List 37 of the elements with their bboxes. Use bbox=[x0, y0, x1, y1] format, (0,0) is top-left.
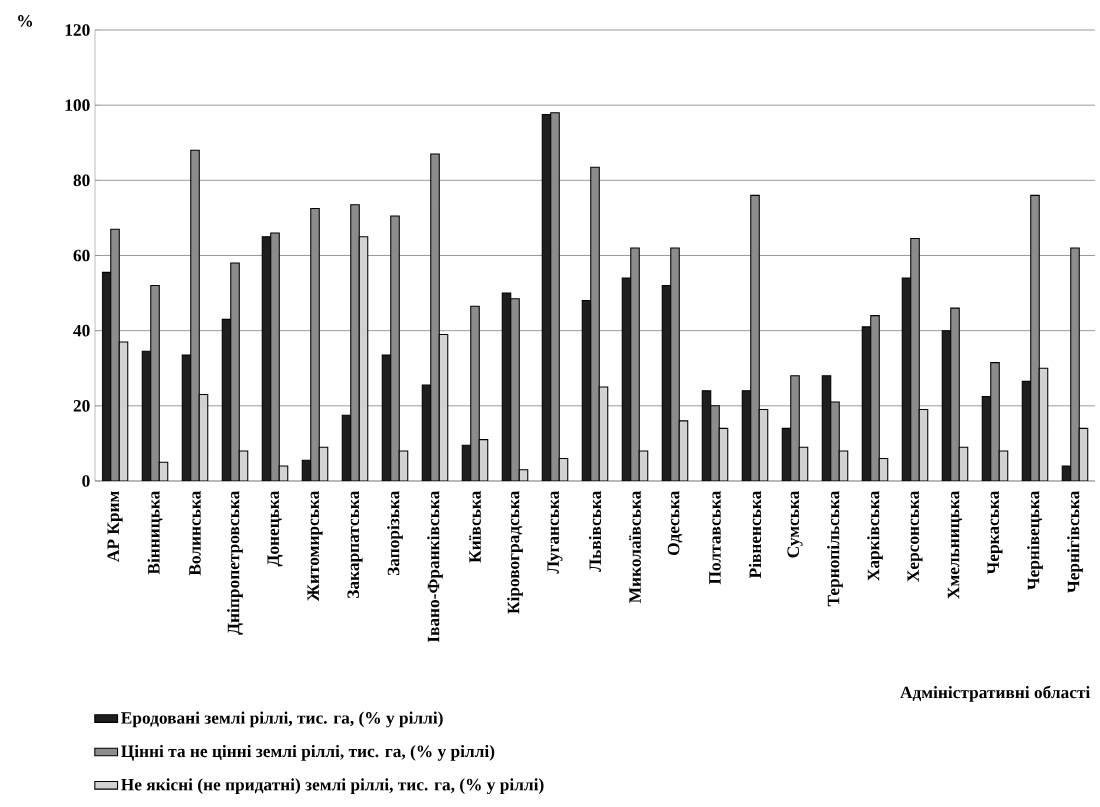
x-tick-label: Івано-Франківська bbox=[427, 490, 443, 643]
legend-label: Не якісні (не придатні) землі ріллі, тис. га, (% у ріллі) bbox=[121, 778, 544, 795]
x-tick-label: Донецька bbox=[267, 490, 283, 567]
x-tick-label: Луганська bbox=[547, 490, 563, 574]
x-tick-label: Чернігівська bbox=[1067, 490, 1083, 593]
x-tick-label: Запорізька bbox=[387, 490, 403, 576]
x-tick-label: Чернівецька bbox=[1027, 490, 1043, 590]
y-tick-label: 80 bbox=[73, 174, 90, 187]
x-tick-label: Полтавська bbox=[709, 490, 721, 585]
x-tick-label: Миколаївська bbox=[629, 490, 641, 603]
x-tick-label: Черкаська bbox=[987, 490, 1003, 575]
x-tick-label: Житомирська bbox=[307, 490, 323, 602]
x-tick-label: Львівська bbox=[588, 490, 602, 572]
x-tick-label: Одеська bbox=[667, 490, 683, 556]
x-tick-label: Кіровоградська bbox=[507, 490, 523, 614]
x-tick-label: АР Крим bbox=[107, 491, 123, 562]
x-tick-label: Тернопільська bbox=[827, 490, 843, 607]
x-axis-title: Адміністративні області bbox=[900, 685, 1091, 702]
x-tick-label: Рівненська bbox=[748, 490, 762, 579]
x-tick-label: Харківська bbox=[867, 490, 883, 581]
y-tick-label: 0 bbox=[82, 475, 90, 487]
x-tick-label: Херсонська bbox=[907, 490, 923, 582]
y-tick-label: 40 bbox=[73, 324, 90, 337]
x-tick-label: Хмельницька bbox=[947, 490, 963, 599]
y-tick-label: 60 bbox=[73, 249, 90, 262]
legend-label: Еродовані землі ріллі, тис. га, (% у ріллі) bbox=[121, 711, 443, 728]
x-tick-label: Київська bbox=[469, 490, 481, 563]
x-tick-label: Сумська bbox=[787, 490, 803, 558]
x-tick-label: Дніпропетровська bbox=[227, 490, 243, 635]
x-tick-label: Волинська bbox=[189, 490, 201, 576]
y-tick-label: 100 bbox=[65, 99, 90, 112]
legend-label: Цінні та не цінні землі ріллі, тис. га, (% у ріллі) bbox=[121, 744, 495, 761]
y-tick-label: 120 bbox=[65, 24, 90, 36]
x-tick-label: Закарпатська bbox=[347, 490, 363, 598]
y-axis-title: % bbox=[18, 15, 33, 27]
x-tick-label: Вінницька bbox=[147, 490, 163, 575]
y-tick-label: 20 bbox=[73, 399, 90, 412]
